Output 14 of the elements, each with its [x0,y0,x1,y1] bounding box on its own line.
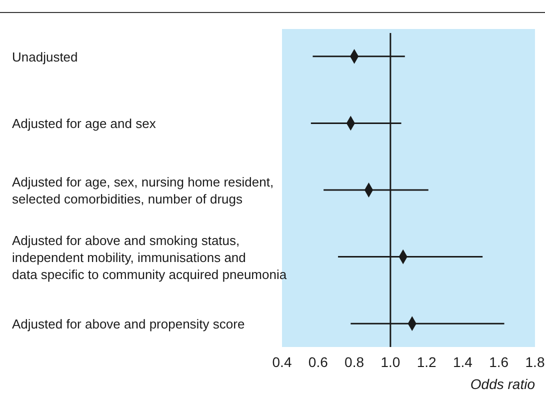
x-tick-label: 0.4 [272,354,292,370]
x-tick-label: 0.8 [344,354,364,370]
x-tick-label: 1.4 [452,354,473,370]
x-tick-label: 0.6 [308,354,328,370]
y-tick-label: Adjusted for above and propensity score [12,316,245,332]
x-axis-title: Odds ratio [470,376,535,392]
y-tick-label: Adjusted for above and smoking status, independent mobility, immunisations and data specific to community acquired pneumonia [12,232,288,282]
x-tick-label: 1.6 [489,354,509,370]
y-tick-label: Adjusted for age and sex [12,116,156,131]
y-tick-label: Unadjusted [12,48,78,64]
x-tick-label: 1.8 [525,354,545,370]
x-tick-label: 1.2 [416,354,437,370]
y-tick-label: Adjusted for age, sex, nursing home resident, selected comorbidities, number of drugs [12,174,274,206]
x-tick-label: 1.0 [380,354,400,370]
